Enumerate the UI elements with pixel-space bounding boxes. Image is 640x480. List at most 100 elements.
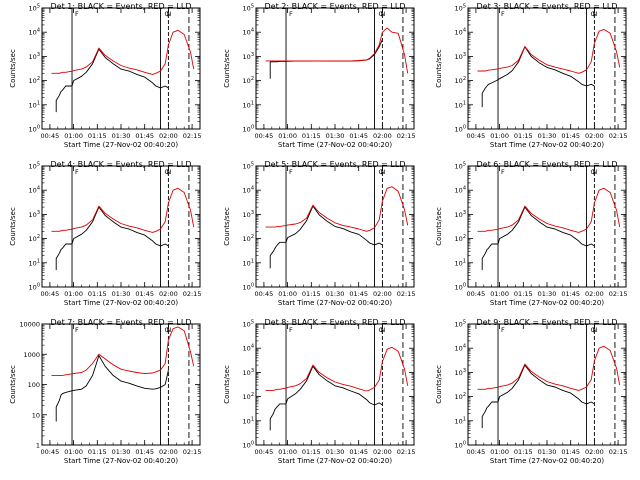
marker-label: Q (591, 168, 596, 176)
x-tick-label: 02:15 (609, 448, 628, 456)
x-axis-label: Start Time (27-Nov-02 00:40:20) (278, 299, 392, 307)
y-axis-label: Counts/sec (435, 49, 443, 88)
y-tick-label: 100 (455, 283, 466, 292)
panel-title: Det 8: BLACK = Events, RED = LLD (265, 318, 406, 327)
series-line-lld (477, 345, 621, 391)
x-tick-label: 01:15 (88, 448, 107, 456)
x-tick-label: 01:00 (278, 290, 297, 298)
series-line-lld (265, 27, 409, 74)
x-tick-label: 00:45 (255, 448, 274, 456)
plot-frame (41, 323, 201, 446)
y-tick-label: 104 (455, 28, 466, 37)
series-line-lld (51, 326, 195, 376)
panel-title: Det 5: BLACK = Events, RED = LLD (265, 160, 406, 169)
y-axis-label: Counts/sec (9, 207, 17, 246)
y-tick-label: 101 (243, 416, 254, 425)
series-line-lld (51, 29, 195, 75)
y-tick-label: 103 (29, 52, 40, 61)
series-line-events (269, 39, 383, 79)
y-tick-label: 104 (29, 186, 40, 195)
y-tick-label: 104 (243, 344, 254, 353)
x-tick-label: 02:15 (397, 290, 416, 298)
x-tick-label: 01:00 (278, 448, 297, 456)
x-tick-label: 01:30 (112, 132, 131, 140)
x-tick-label: 02:00 (373, 132, 392, 140)
y-axis-label: Counts/sec (223, 207, 231, 246)
y-tick-label: 101 (243, 100, 254, 109)
y-tick-label: 102 (455, 76, 466, 85)
y-tick-label: 101 (29, 100, 40, 109)
x-tick-label: 01:30 (112, 290, 131, 298)
marker-label: N (380, 326, 385, 334)
panel-title: Det 2: BLACK = Events, RED = LLD (265, 2, 406, 11)
y-tick-label: 103 (29, 210, 40, 219)
x-tick-label: 01:15 (514, 448, 533, 456)
marker-label: N (592, 326, 597, 334)
plot-frame (255, 7, 415, 130)
series-line-lld (265, 186, 409, 232)
x-tick-label: 01:30 (326, 132, 345, 140)
series-line-lld (51, 187, 195, 233)
series-line-events (481, 46, 595, 108)
x-tick-label: 02:15 (183, 132, 202, 140)
marker-label: F (501, 326, 505, 334)
x-tick-label: 02:15 (183, 290, 202, 298)
x-tick-label: 00:45 (467, 448, 486, 456)
x-tick-label: 01:15 (302, 132, 321, 140)
y-tick-label: 100 (29, 283, 40, 292)
x-axis-label: Start Time (27-Nov-02 00:40:20) (64, 299, 178, 307)
y-tick-label: 100 (455, 441, 466, 450)
y-axis-label: Counts/sec (223, 365, 231, 404)
x-tick-label: 02:00 (373, 290, 392, 298)
x-axis-label: Start Time (27-Nov-02 00:40:20) (490, 299, 604, 307)
x-axis-label: Start Time (27-Nov-02 00:40:20) (64, 141, 178, 149)
x-tick-label: 01:45 (135, 290, 154, 298)
plot-frame (467, 165, 627, 288)
y-tick-label: 103 (243, 368, 254, 377)
y-tick-label: 100 (29, 125, 40, 134)
y-tick-label: 100 (455, 125, 466, 134)
x-tick-label: 01:45 (349, 290, 368, 298)
marker-label: Q (165, 326, 170, 334)
marker-label: F (75, 10, 79, 18)
x-tick-label: 01:45 (135, 132, 154, 140)
marker-label: N (166, 168, 171, 176)
y-axis-label: Counts/sec (435, 365, 443, 404)
y-tick-label: 104 (243, 186, 254, 195)
x-tick-label: 01:00 (490, 290, 509, 298)
panel-title: Det 6: BLACK = Events, RED = LLD (477, 160, 618, 169)
x-tick-label: 02:15 (183, 448, 202, 456)
y-tick-label: 1000 (23, 351, 40, 359)
y-tick-label: 101 (455, 258, 466, 267)
x-tick-label: 01:45 (561, 132, 580, 140)
x-tick-label: 01:00 (278, 132, 297, 140)
x-tick-label: 02:00 (159, 132, 178, 140)
panel-title: Det 3: BLACK = Events, RED = LLD (477, 2, 618, 11)
x-tick-label: 01:30 (538, 290, 557, 298)
y-tick-label: 105 (243, 162, 254, 171)
marker-label: Q (379, 10, 384, 18)
y-axis-label: Counts/sec (435, 207, 443, 246)
x-tick-label: 02:15 (609, 132, 628, 140)
x-tick-label: 01:15 (514, 132, 533, 140)
x-tick-label: 01:30 (538, 132, 557, 140)
x-tick-label: 01:00 (64, 448, 83, 456)
x-tick-label: 01:15 (302, 290, 321, 298)
y-tick-label: 102 (243, 392, 254, 401)
y-tick-label: 102 (243, 76, 254, 85)
x-tick-label: 01:45 (349, 448, 368, 456)
marker-label: Q (165, 10, 170, 18)
series-line-events (55, 48, 169, 113)
x-tick-label: 01:30 (538, 448, 557, 456)
y-tick-label: 105 (455, 320, 466, 329)
x-tick-label: 00:45 (467, 290, 486, 298)
y-tick-label: 1 (36, 442, 40, 450)
x-tick-label: 01:00 (490, 132, 509, 140)
y-tick-label: 105 (243, 4, 254, 13)
marker-label: F (75, 326, 79, 334)
marker-label: N (592, 168, 597, 176)
x-tick-label: 02:00 (585, 132, 604, 140)
x-tick-label: 01:45 (349, 132, 368, 140)
